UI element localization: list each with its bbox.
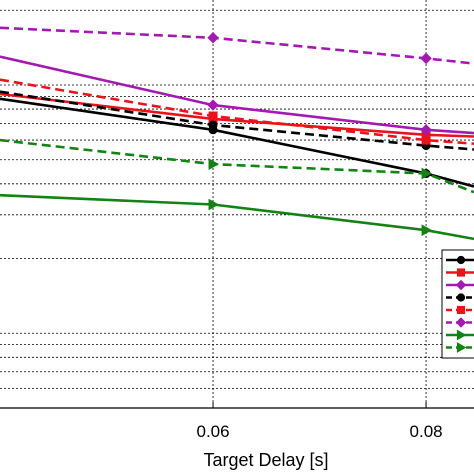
diamond-marker: [420, 52, 432, 65]
series-layer: [0, 26, 474, 241]
series-line: [0, 55, 474, 135]
series-line: [0, 97, 474, 188]
legend: [441, 249, 474, 359]
legend-box: [441, 249, 474, 359]
series-line: [0, 90, 474, 151]
series-line: [0, 78, 474, 145]
legend-entry: [446, 268, 474, 277]
diamond-marker: [455, 279, 467, 291]
x-tick-label: 0.08: [410, 422, 443, 441]
series-7: [0, 193, 474, 241]
series-line: [0, 138, 474, 194]
legend-entry: [446, 293, 474, 302]
triangle-marker: [421, 167, 433, 180]
series-2: [0, 92, 474, 140]
square-marker: [456, 268, 466, 277]
x-axis-ticks: 0.06 0.08: [196, 422, 442, 441]
circle-marker: [456, 255, 466, 265]
grid: [0, 0, 474, 409]
x-axis-label: Target Delay [s]: [203, 450, 328, 470]
triangle-marker: [208, 158, 220, 170]
legend-entry: [446, 255, 474, 265]
diamond-marker: [207, 32, 219, 44]
diamond-marker: [420, 124, 432, 136]
diamond-marker: [207, 99, 219, 111]
square-marker: [421, 135, 431, 145]
circle-marker: [456, 293, 466, 302]
series-8: [0, 138, 474, 194]
square-marker: [456, 305, 466, 315]
legend-entry: [446, 317, 474, 328]
legend-entry: [446, 305, 474, 315]
triangle-marker: [421, 224, 433, 237]
legend-entry: [446, 329, 474, 341]
series-5: [0, 78, 474, 145]
triangle-marker: [456, 329, 467, 341]
series-line: [0, 92, 474, 138]
x-tick-label: 0.06: [196, 422, 229, 441]
plot-frame: [0, 402, 474, 409]
legend-entry: [446, 342, 474, 353]
diamond-marker: [455, 317, 467, 328]
series-6: [0, 26, 474, 65]
series-line: [0, 26, 474, 65]
triangle-marker: [208, 198, 220, 211]
series-3: [0, 55, 474, 136]
series-line: [0, 193, 474, 241]
circle-marker: [208, 120, 218, 130]
square-marker: [208, 111, 218, 121]
series-4: [0, 90, 474, 151]
legend-entry: [446, 279, 474, 291]
triangle-marker: [456, 342, 467, 353]
